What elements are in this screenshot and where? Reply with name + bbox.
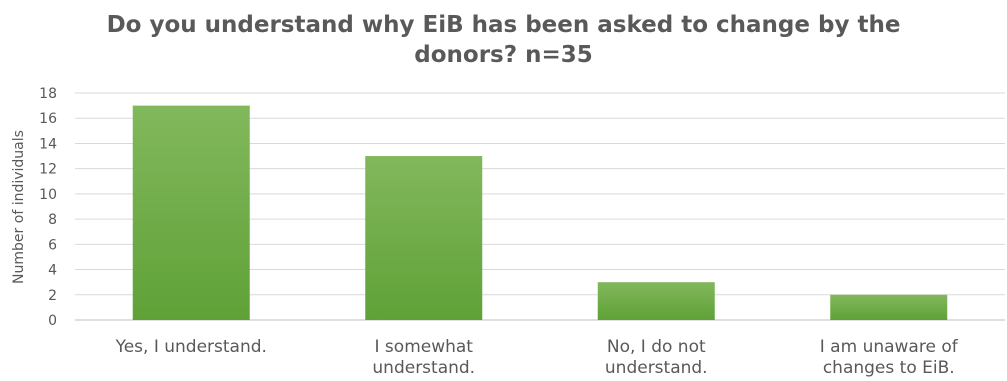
chart-title: Do you understand why EiB has been asked… <box>0 10 1007 70</box>
bar <box>830 294 948 320</box>
x-tick-label: Yes, I understand. <box>115 337 267 357</box>
x-tick-label: No, I do not understand. <box>605 337 708 378</box>
y-tick-label: 18 <box>39 86 57 102</box>
y-tick-label: 10 <box>39 187 57 203</box>
x-tick-label-line: understand. <box>605 358 708 378</box>
x-tick-label-line: understand. <box>372 358 475 378</box>
y-tick-label: 16 <box>39 111 57 127</box>
x-tick-label-line: changes to EiB. <box>823 358 955 378</box>
x-tick-label-line: I somewhat <box>375 337 474 357</box>
bar <box>132 105 250 320</box>
y-tick-label: 14 <box>39 136 57 152</box>
x-tick-label-line: Yes, I understand. <box>115 337 267 357</box>
x-tick-label-line: No, I do not <box>607 337 706 357</box>
y-tick-label: 0 <box>48 313 57 329</box>
bars <box>132 105 948 320</box>
chart-title-line-2: donors? n=35 <box>414 42 593 68</box>
x-tick-label-line: I am unaware of <box>820 337 959 357</box>
y-axis-ticks: 0 2 4 6 8 10 12 14 16 18 <box>39 86 57 329</box>
chart-title-line-1: Do you understand why EiB has been asked… <box>106 12 901 38</box>
y-tick-label: 6 <box>48 237 57 253</box>
y-axis-label: Number of individuals <box>11 130 27 284</box>
bar <box>365 156 483 320</box>
y-tick-label: 4 <box>48 263 57 279</box>
y-tick-label: 2 <box>48 288 57 304</box>
x-tick-label: I somewhat understand. <box>372 337 475 378</box>
x-axis-labels: Yes, I understand. I somewhat understand.N… <box>115 337 959 378</box>
y-tick-label: 12 <box>39 162 57 178</box>
bar <box>597 282 715 320</box>
y-tick-label: 8 <box>48 212 57 228</box>
x-tick-label: I am unaware of changes to EiB. <box>820 337 959 378</box>
